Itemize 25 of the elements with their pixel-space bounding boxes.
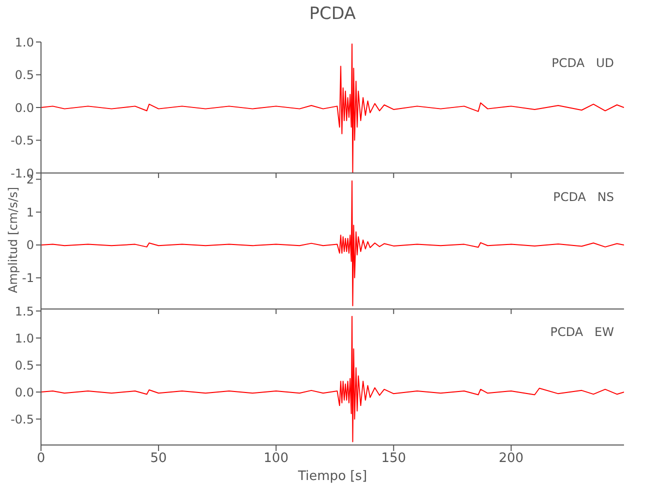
chart-title: PCDA <box>308 4 357 24</box>
line-series <box>41 180 624 306</box>
x-tick-label: 50 <box>150 451 167 466</box>
annotation: PCDA UD <box>552 56 614 70</box>
y-tick-label: -0.5 <box>10 134 34 148</box>
x-tick-label: 0 <box>36 451 46 466</box>
y-tick-label: 1 <box>26 205 34 220</box>
y-tick-label: 1.0 <box>14 35 34 50</box>
y-tick-label: 0.0 <box>14 100 34 115</box>
annotation: PCDA EW <box>550 325 614 339</box>
x-tick-label: 200 <box>498 451 524 466</box>
y-axis-title: Amplitud [cm/s/s] <box>6 186 20 294</box>
y-tick-label: 0.5 <box>14 68 34 82</box>
line-series <box>41 316 624 442</box>
y-tick-label: -0.5 <box>10 412 34 426</box>
y-tick-label: 0 <box>26 238 34 252</box>
x-tick-label: 100 <box>264 451 288 466</box>
y-tick-label: 0.5 <box>14 358 34 372</box>
y-tick-label: 1.0 <box>14 331 34 346</box>
annotation: PCDA NS <box>553 190 614 204</box>
x-tick-label: 150 <box>381 451 406 466</box>
y-tick-label: 0.0 <box>14 385 34 400</box>
y-tick-label: -1 <box>22 271 34 286</box>
x-axis-title: Tiempo [s] <box>296 469 368 484</box>
y-tick-label: 1.5 <box>14 304 34 318</box>
